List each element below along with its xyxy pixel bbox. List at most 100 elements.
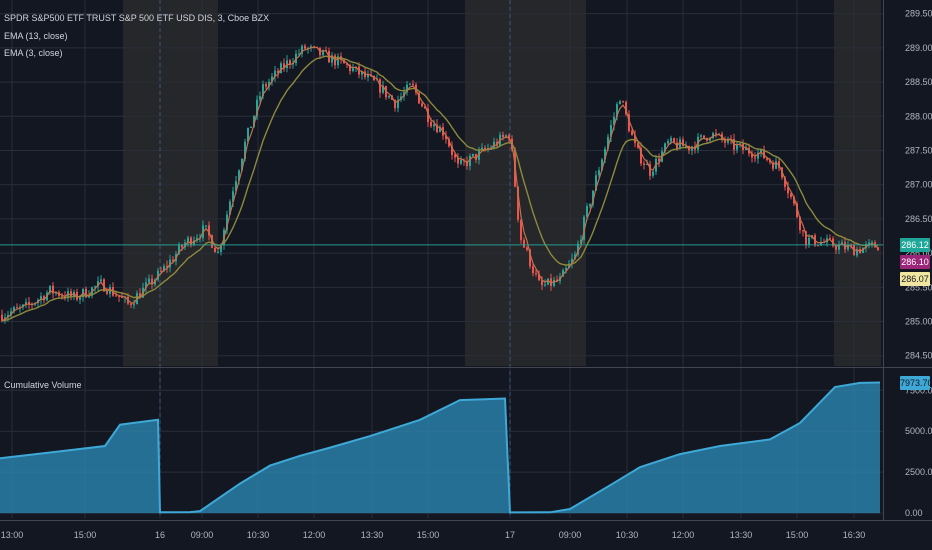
candle-body <box>646 164 648 166</box>
candle-body <box>820 242 822 246</box>
candle-body <box>871 242 873 244</box>
candle-body <box>382 85 384 93</box>
candle-body <box>409 83 411 85</box>
candle-body <box>847 245 849 250</box>
candle-body <box>16 307 18 309</box>
candle-body <box>802 230 804 232</box>
candle-body <box>580 239 582 244</box>
candle-body <box>454 154 456 158</box>
candle-body <box>160 270 162 272</box>
candle-body <box>817 245 819 247</box>
legend-ema-13[interactable]: EMA (13, close) <box>4 31 68 41</box>
volume-pane-title[interactable]: Cumulative Volume <box>4 380 82 390</box>
candle-body <box>673 138 675 143</box>
candle-body <box>214 247 216 253</box>
candle-body <box>70 291 72 297</box>
candle-body <box>862 247 864 253</box>
candle-body <box>631 130 633 136</box>
price-axis-tick-label: 285.00 <box>905 317 932 327</box>
candle-body <box>562 270 564 277</box>
candle-body <box>835 246 837 250</box>
candle-body <box>553 279 555 286</box>
volume-axis-tick-label: 5000.00 <box>905 426 932 436</box>
candle-body <box>361 71 363 75</box>
candle-body <box>604 148 606 160</box>
ema13-price-tag: 286.07 <box>900 271 930 286</box>
candle-body <box>259 96 261 100</box>
time-axis-tick-label: 09:00 <box>559 530 582 540</box>
candle-body <box>610 125 612 137</box>
candle-body <box>679 139 681 149</box>
candle-body <box>274 70 276 77</box>
candle-body <box>715 133 717 135</box>
candle-body <box>151 278 153 285</box>
candle-body <box>556 279 558 282</box>
cumulative-volume-line <box>0 381 881 514</box>
candle-body <box>301 45 303 54</box>
candle-body <box>133 304 135 306</box>
candle-body <box>763 149 765 159</box>
candle-body <box>586 206 588 217</box>
candle-body <box>181 244 183 248</box>
candle-body <box>451 146 453 155</box>
candle-body <box>658 158 660 162</box>
candle-body <box>217 251 219 253</box>
price-axis-tick-label: 287.00 <box>905 180 932 190</box>
time-axis-tick-label: 16:30 <box>843 530 866 540</box>
candle-body <box>349 64 351 72</box>
candle-body <box>103 279 105 292</box>
candle-body <box>622 101 624 103</box>
candle-body <box>538 273 540 281</box>
candle-body <box>406 84 408 93</box>
candle-body <box>445 135 447 140</box>
time-axis-tick-label: 10:30 <box>247 530 270 540</box>
candle-body <box>616 104 618 117</box>
candle-body <box>418 92 420 104</box>
candle-body <box>241 158 243 171</box>
candle-body <box>877 247 879 251</box>
candle-body <box>790 193 792 197</box>
candle-body <box>49 285 51 293</box>
candle-body <box>628 114 630 131</box>
candle-body <box>106 291 108 294</box>
candle-body <box>208 225 210 236</box>
volume-axis-tick-label: 7500.00 <box>905 385 932 395</box>
candle-body <box>502 134 504 137</box>
candle-body <box>727 138 729 143</box>
candle-body <box>787 186 789 194</box>
candle-body <box>448 139 450 147</box>
candle-body <box>754 157 756 159</box>
candle-body <box>664 143 666 152</box>
candle-body <box>304 45 306 49</box>
candle-body <box>250 126 252 128</box>
candle-body <box>598 170 600 176</box>
price-axis-tick-label: 286.50 <box>905 214 932 224</box>
candle-body <box>10 311 12 316</box>
candle-body <box>145 282 147 288</box>
legend-ema-3[interactable]: EMA (3, close) <box>4 48 63 58</box>
candle-body <box>118 296 120 298</box>
candle-body <box>205 225 207 227</box>
candle-body <box>856 249 858 256</box>
time-axis-tick-label: 12:00 <box>672 530 695 540</box>
candle-body <box>157 270 159 280</box>
candle-body <box>805 231 807 245</box>
candle-body <box>43 296 45 301</box>
candle-body <box>505 135 507 137</box>
candle-body <box>652 171 654 176</box>
candle-body <box>331 55 333 63</box>
candle-body <box>667 141 669 144</box>
candle-body <box>484 147 486 150</box>
candle-body <box>346 63 348 65</box>
candle-body <box>139 293 141 298</box>
candle-body <box>469 156 471 166</box>
candle-body <box>766 158 768 160</box>
candle-body <box>232 191 234 202</box>
time-axis-tick-label: 17 <box>505 530 515 540</box>
candle-body <box>352 68 354 72</box>
time-axis-tick-label: 15:00 <box>786 530 809 540</box>
time-axis-tick-label: 10:30 <box>616 530 639 540</box>
price-axis-tick-label: 289.50 <box>905 9 932 19</box>
session-shade-2 <box>834 0 881 366</box>
